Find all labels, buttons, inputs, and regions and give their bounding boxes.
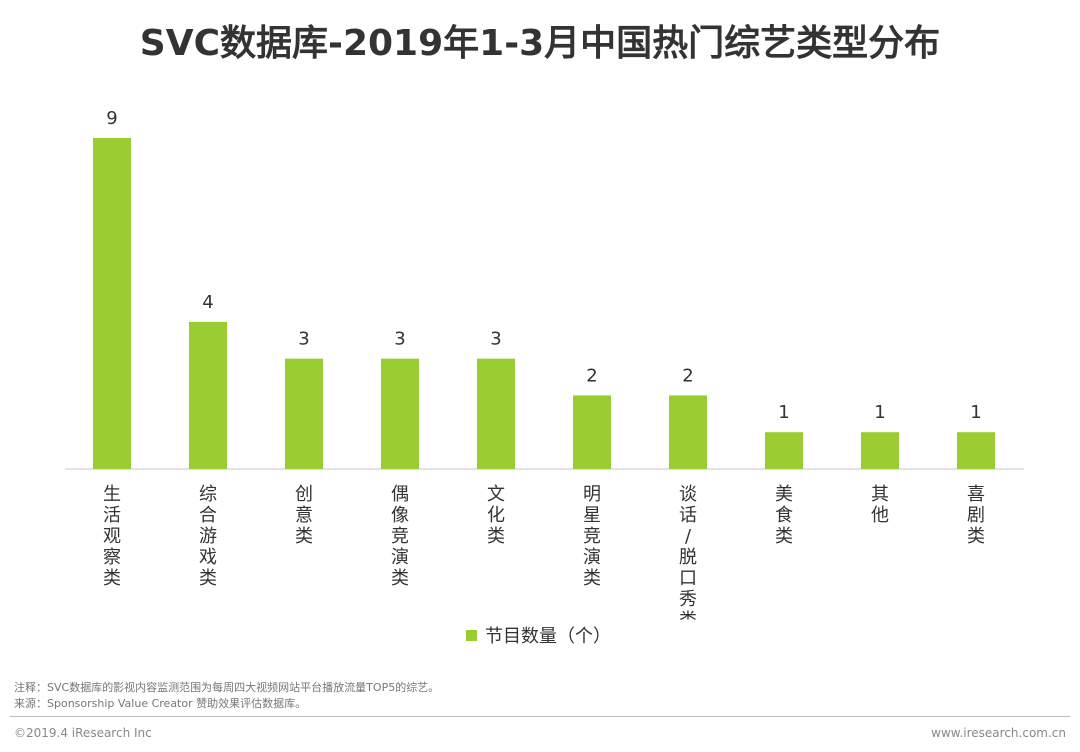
category-label-char: 类 [679, 610, 697, 620]
bar [285, 358, 323, 469]
bar [765, 432, 803, 469]
legend: 节目数量（个） [466, 622, 611, 648]
bar [573, 395, 611, 469]
category-label-char: 生 [103, 484, 121, 505]
data-label: 2 [682, 365, 693, 386]
category-label-char: 类 [295, 526, 313, 547]
category-label-char: 其 [871, 484, 889, 505]
bar [189, 321, 227, 469]
category-label-char: 类 [583, 568, 601, 589]
bar [957, 432, 995, 469]
category-label-char: 类 [199, 568, 217, 589]
data-label: 3 [298, 329, 309, 350]
category-label-char: 类 [103, 568, 121, 589]
source-text: 来源：Sponsorship Value Creator 赞助效果评估数据库。 [14, 697, 307, 710]
category-label-char: 竞 [583, 526, 601, 547]
chart-title: SVC数据库-2019年1-3月中国热门综艺类型分布 [139, 23, 941, 64]
data-label: 1 [778, 402, 789, 423]
category-label-char: / [685, 526, 692, 547]
category-label-char: 类 [391, 568, 409, 589]
website-text: www.iresearch.com.cn [931, 726, 1066, 740]
footer-divider [10, 716, 1070, 717]
legend-label: 节目数量（个） [485, 626, 611, 647]
bar [861, 432, 899, 469]
category-label-char: 合 [199, 505, 217, 526]
category-label-char: 文 [487, 484, 505, 505]
category-label-char: 像 [391, 505, 409, 526]
category-label-char: 谈 [679, 484, 697, 505]
bar [381, 358, 419, 469]
legend-swatch [466, 629, 477, 641]
category-label-char: 食 [775, 505, 793, 526]
category-label-char: 游 [199, 526, 217, 547]
category-label-char: 戏 [199, 547, 217, 568]
category-label-char: 话 [679, 505, 697, 526]
category-label-char: 口 [679, 568, 697, 589]
category-label-char: 类 [775, 526, 793, 547]
bar [477, 358, 515, 469]
category-label-char: 他 [871, 505, 889, 526]
category-label-char: 偶 [391, 484, 409, 505]
data-label: 3 [394, 329, 405, 350]
data-label: 4 [202, 292, 213, 313]
category-label-char: 明 [583, 484, 601, 505]
bar-chart: 9生活观察类4综合游戏类3创意类3偶像竞演类3文化类2明星竞演类2谈话/脱口秀类… [65, 108, 1024, 620]
category-label-char: 类 [487, 526, 505, 547]
category-label-char: 察 [103, 547, 121, 568]
category-label-char: 喜 [967, 484, 985, 505]
data-label: 9 [106, 108, 117, 129]
category-label-char: 化 [487, 505, 505, 526]
category-label-char: 秀 [679, 589, 697, 610]
category-label-char: 类 [967, 526, 985, 547]
data-label: 1 [874, 402, 885, 423]
category-label-char: 美 [775, 484, 793, 505]
category-label-char: 创 [295, 484, 313, 505]
data-label: 2 [586, 365, 597, 386]
category-label-char: 演 [391, 547, 409, 568]
copyright-text: ©2019.4 iResearch Inc [14, 726, 152, 740]
category-label-char: 演 [583, 547, 601, 568]
category-label-char: 意 [295, 505, 313, 526]
category-label-char: 活 [103, 505, 121, 526]
data-label: 3 [490, 329, 501, 350]
category-label-char: 星 [583, 505, 601, 526]
data-label: 1 [970, 402, 981, 423]
bar [93, 138, 131, 469]
footnotes: 注释：SVC数据库的影视内容监测范围为每周四大视频网站平台播放流量TOP5的综艺… [14, 680, 439, 712]
note-text: 注释：SVC数据库的影视内容监测范围为每周四大视频网站平台播放流量TOP5的综艺… [14, 681, 440, 694]
category-label-char: 剧 [967, 505, 985, 526]
category-label-char: 脱 [679, 547, 697, 568]
category-label-char: 竞 [391, 526, 409, 547]
bar [669, 395, 707, 469]
category-label-char: 观 [103, 526, 121, 547]
category-label-char: 综 [199, 484, 217, 505]
